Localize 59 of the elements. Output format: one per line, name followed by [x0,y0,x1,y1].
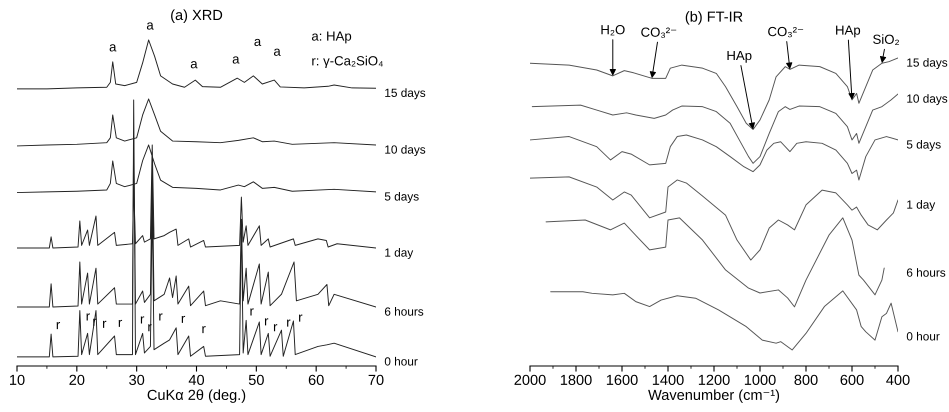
annotation: r [274,324,278,332]
series-label: 5 days [384,192,419,203]
series-label: 0 hour [906,332,940,341]
annotation: a [274,48,281,56]
x-tick-label: 70 [368,374,384,386]
annotation: r [159,313,163,321]
x-axis-title: CuKα 2θ (deg.) [148,389,246,403]
annotation: r [202,326,206,334]
series-label: 0 hour [384,356,418,366]
x-tick-label: 2000 [514,374,546,386]
x-tick-label: 50 [248,374,264,386]
annotation: HAp [727,50,752,63]
annotation: r: γ-Ca₂SiO₄ [312,56,383,68]
series-label: 6 hours [384,307,424,316]
annotation: r [299,314,302,322]
annotation: r [264,318,268,326]
annotation: r [182,316,186,323]
x-axis-title: Wavenumber (cm⁻¹) [648,389,780,403]
annotation: r [56,322,60,330]
annotation: a: HAp [312,32,352,44]
x-tick-label: 1400 [652,374,684,386]
annotation: a [254,38,262,46]
annotation: a [232,56,240,64]
series-label: 15 days [385,88,426,100]
x-tick-label: 400 [886,374,910,386]
x-tick-label: 60 [308,374,324,386]
annotation: SiO₂ [873,34,899,45]
chart-title: (b) FT-IR [686,11,742,25]
x-tick-label: 40 [188,374,204,386]
series-label: 10 days [907,94,948,106]
x-tick-label: 1200 [698,374,730,386]
annotation: r [102,320,106,328]
x-tick-label: 1000 [744,374,776,386]
x-tick-label: 1800 [560,374,592,386]
annotation: H₂O [601,25,625,36]
annotation: r [118,320,122,327]
series-label: 5 days [906,140,941,151]
annotation: a [110,44,116,52]
annotation: r [86,313,90,321]
annotation: HAp [836,26,860,38]
annotation: r [140,316,144,324]
annotation: a [146,22,154,30]
annotation: CO₃²⁻ [768,26,804,38]
x-tick-label: 20 [69,374,84,386]
annotation: CO₃²⁻ [641,27,676,38]
annotation: a [190,61,198,68]
x-tick-label: 10 [10,374,25,386]
series-label: 6 hours [906,268,946,277]
series-label: 1 day [385,248,414,260]
series-label: 1 day [907,200,936,212]
annotation: r [250,308,254,316]
annotation: r [287,320,290,327]
x-tick-label: 800 [794,374,818,386]
series-label: 10 days [385,145,426,156]
x-tick-label: 600 [840,374,864,386]
x-tick-label: 1600 [606,374,638,386]
x-tick-label: 30 [129,374,144,386]
chart-title: (a) XRD [171,9,222,23]
series-label: 15 days [907,58,948,70]
